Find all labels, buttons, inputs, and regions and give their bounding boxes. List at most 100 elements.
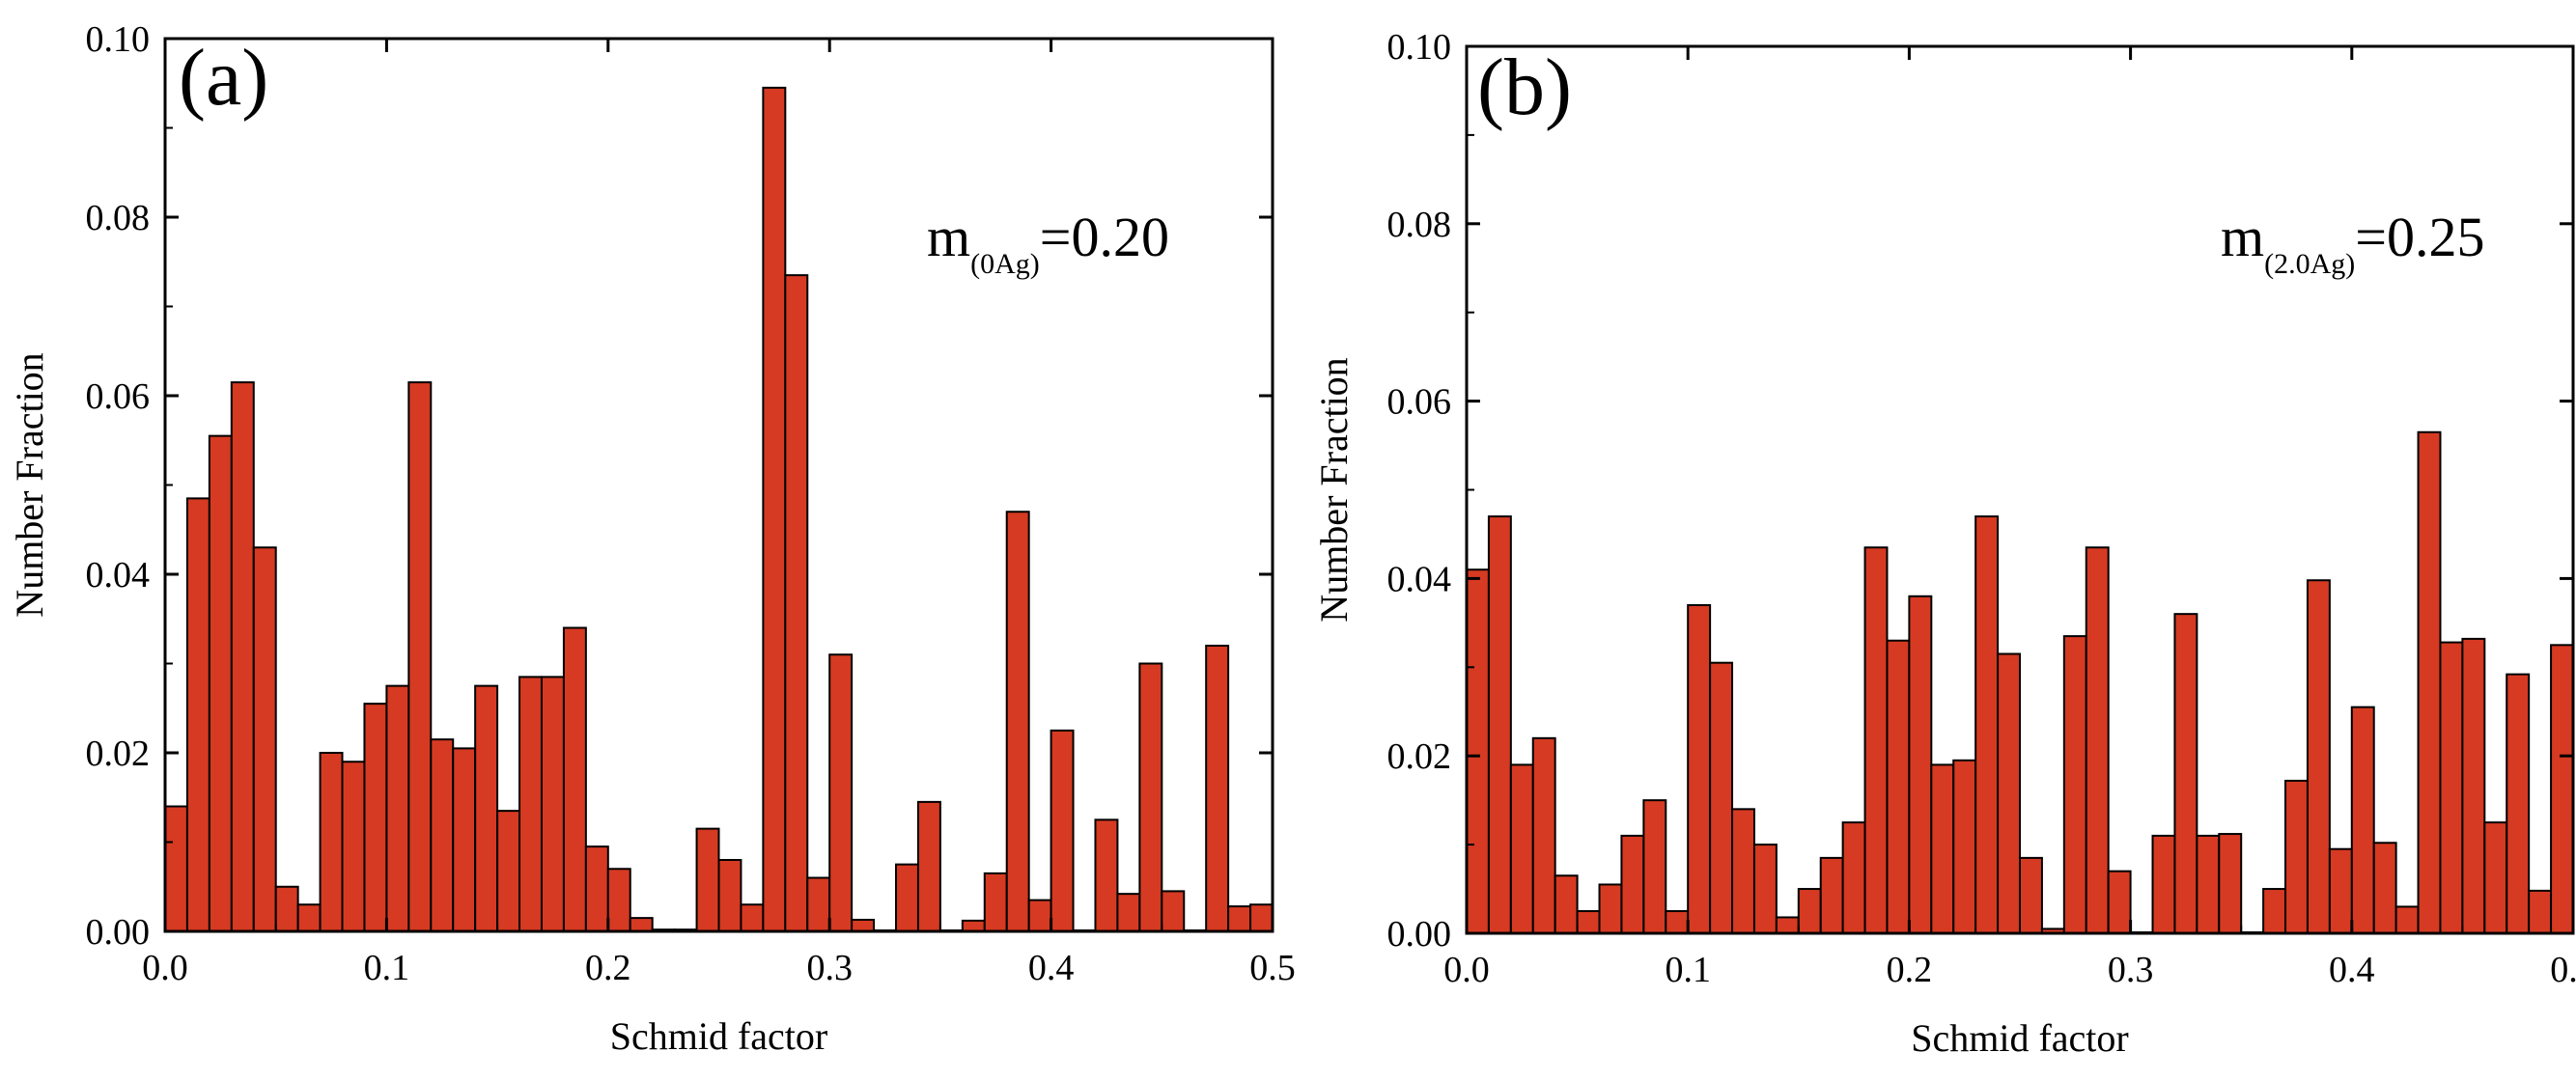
bar [828,653,854,932]
bar [319,752,344,932]
bar [230,381,255,933]
y-tick-label: 0.04 [86,555,151,595]
bar [496,810,521,933]
bar [784,274,809,932]
bar [629,917,654,933]
y-tick-label: 0.10 [86,19,151,60]
bar [1974,515,2000,934]
y-tick-label: 0.10 [1387,27,1452,68]
bar [2328,847,2353,935]
y-tick-label: 0.06 [86,376,151,417]
x-tick-label: 0.1 [1665,950,1711,990]
bar [2372,842,2397,935]
y-axis: 0.00 0.02 0.04 0.06 0.08 0.10 [86,19,1273,953]
bar [1487,515,1512,934]
chart-a: 0.000.020.040.060.080.100.0 0.1 0.2 0.3 0.4 0… [8,19,1296,1058]
bar [1116,893,1141,933]
y-tick-label: 0.02 [86,734,151,774]
bar [2350,706,2375,934]
bar [2151,834,2176,934]
bar [1576,910,1601,935]
bar [2306,579,2331,934]
bar [806,876,831,932]
x-tick-label: 0.3 [806,948,853,988]
bar [895,863,919,933]
bar [1205,645,1230,932]
bar [407,381,433,933]
y-tick-label: 0.04 [1387,559,1452,599]
bar [1094,818,1119,933]
x-axis: 0.0 0.1 0.2 0.3 0.4 0.5 [1443,46,2576,990]
bar [274,885,299,932]
bar [1138,662,1163,932]
bar [2062,635,2087,934]
bar [717,859,742,932]
x-axis: 0.0 0.1 0.2 0.3 0.4 0.5 [142,39,1296,988]
bar [208,434,233,932]
bar [1687,603,1712,934]
bar [252,546,277,932]
bar [562,626,587,932]
y-tick-label: 0.06 [1387,382,1452,423]
y-tick-label: 0.08 [86,198,151,238]
bar [1665,910,1690,935]
y-axis-title: Number Fraction [1312,357,1356,622]
bar [1598,883,1623,935]
bar [1731,808,1755,935]
bar [1161,890,1186,933]
bar [916,800,941,933]
x-tick-label: 0.4 [1028,948,1075,988]
bar [1797,888,1822,934]
bar [474,684,499,933]
bar [961,919,986,933]
bar [1050,729,1075,933]
bar [1752,844,1778,934]
annotation-symbol: m [2221,206,2264,268]
bar [606,868,631,932]
bar [1930,763,1955,935]
annotation-value: =0.25 [2355,206,2484,268]
bar [2528,889,2553,935]
bar [2483,821,2508,935]
bar [2085,546,2110,934]
y-tick-label: 0.00 [1387,914,1452,955]
annotation-subscript: (2.0Ag) [2264,248,2355,280]
bar [1249,903,1274,932]
x-tick-label: 0.4 [2329,950,2375,990]
bar [2439,641,2464,934]
bar [695,827,720,933]
bar [1620,834,1645,934]
panel-label: (b) [1477,42,1572,132]
bar [2461,637,2486,934]
bar [2173,613,2198,934]
bar [1027,899,1052,933]
bar [1509,763,1534,935]
bar [2394,905,2420,934]
bar [1554,874,1579,935]
bar [1775,916,1800,935]
y-axis: 0.00 0.02 0.04 0.06 0.08 0.10 [1387,27,2573,955]
bar [164,805,188,932]
bar [1709,661,1734,934]
bar [341,761,366,932]
bar [2107,870,2132,934]
x-tick-label: 0.3 [2108,950,2154,990]
y-axis-title: Number Fraction [8,352,51,617]
bar [2506,673,2531,935]
bar [430,738,455,933]
bar [185,497,210,933]
schmid-annotation: m(2.0Ag)=0.25 [2221,206,2485,280]
chart-b: 0.000.020.040.060.080.100.0 0.1 0.2 0.3 0.4 0… [1312,27,2576,1060]
bar [1005,511,1030,932]
annotation-value: =0.20 [1040,206,1169,268]
x-tick-label: 0.2 [585,948,631,988]
bar [1952,759,1977,934]
bar [740,903,765,932]
bar [1227,905,1252,932]
y-tick-label: 0.00 [86,912,151,953]
bar [2019,856,2043,935]
panel-label: (a) [179,33,268,123]
bar [1997,652,2022,934]
schmid-annotation: m(0Ag)=0.20 [927,206,1169,280]
